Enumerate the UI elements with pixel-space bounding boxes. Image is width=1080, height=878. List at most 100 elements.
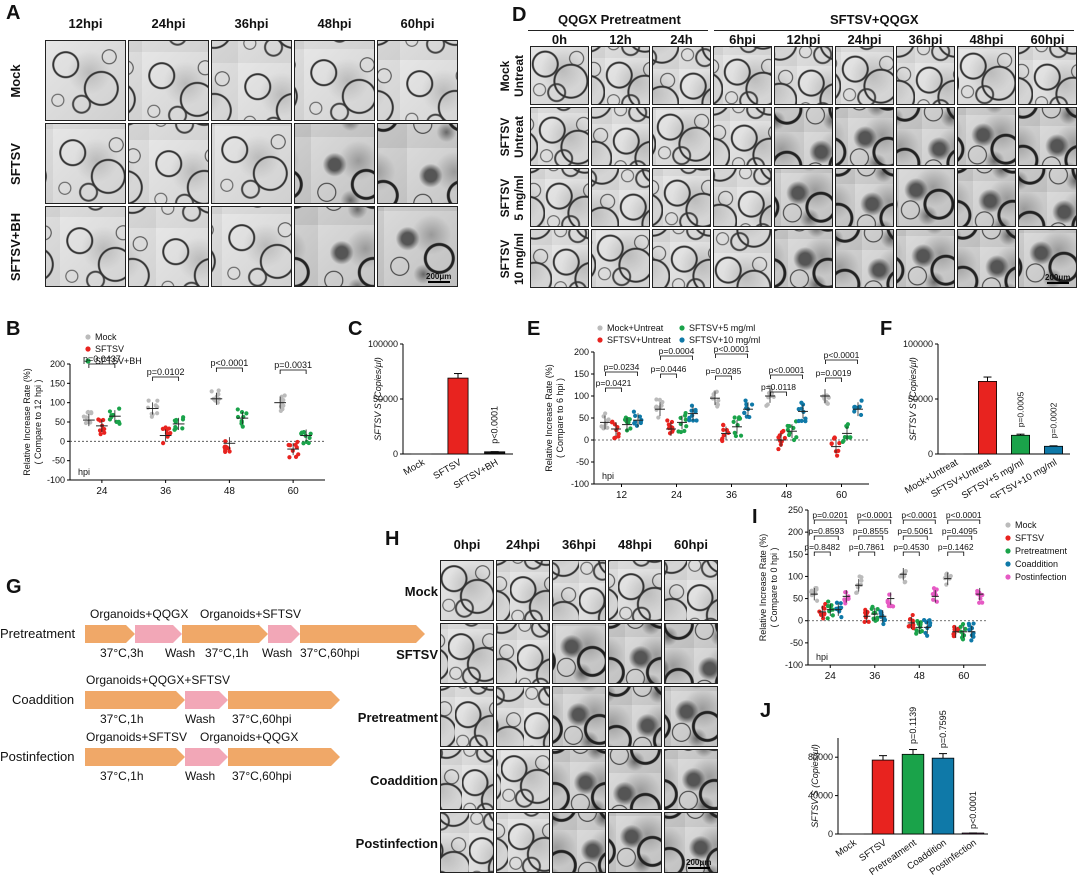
organoid-image-tile [440, 749, 494, 810]
data-point [665, 418, 670, 423]
data-point [687, 418, 692, 423]
scale-bar [428, 281, 450, 283]
data-point [616, 434, 621, 439]
y-tick-label: -50 [52, 456, 65, 466]
wash-arrow [268, 625, 300, 643]
incubation-arrow [85, 691, 185, 709]
organoid-image-tile [1018, 168, 1077, 227]
organoid-image-tile [45, 123, 126, 204]
significance-bracket [715, 353, 748, 358]
x-axis-label: hpi [602, 471, 614, 481]
data-point [716, 398, 721, 403]
column-label: 48hpi [969, 32, 1004, 47]
data-point [721, 427, 726, 432]
legend-label: Postinfection [1015, 572, 1067, 582]
p-value-label: p=0.0118 [761, 382, 796, 392]
y-axis-label: Relative Increase Rate (%) [22, 368, 32, 476]
significance-bracket [660, 373, 677, 378]
panel-d-group2-title: SFTSV+QQGX [830, 12, 919, 27]
panel-label-g: G [6, 576, 22, 598]
data-point [886, 603, 891, 609]
organoid-image-tile [530, 168, 589, 227]
data-point [749, 402, 755, 407]
organoid-image-tile [774, 107, 833, 166]
data-point [961, 632, 966, 638]
data-point [825, 604, 831, 609]
panel-d-group1-rule [528, 30, 708, 31]
organoid-image-tile [496, 560, 550, 621]
data-point [216, 388, 221, 393]
condition-label: 37°C,60hpi [232, 769, 292, 783]
y-tick-label: -100 [47, 475, 65, 485]
data-point [911, 622, 916, 628]
legend-label: Coaddition [1015, 559, 1058, 569]
data-point [869, 606, 874, 611]
y-axis-label: SFTSV S (Copies/μl) [908, 357, 918, 440]
significance-bracket [152, 376, 180, 381]
p-value-label: p=0.0234 [604, 362, 640, 372]
data-point [902, 580, 907, 585]
data-point [837, 440, 842, 446]
data-point [605, 417, 611, 423]
organoid-image-tile [774, 46, 833, 105]
data-point [830, 613, 835, 618]
data-point [145, 405, 151, 410]
panel-d-group1-title: QQGX Pretreatment [558, 12, 681, 27]
organoid-image-tile [713, 107, 772, 166]
p-value-label: p=0.5061 [897, 526, 933, 536]
y-axis-label: SFTSV S (Copies/μl) [373, 357, 383, 440]
data-point [690, 418, 696, 423]
organoid-image-tile [957, 229, 1016, 288]
data-point [803, 416, 808, 421]
legend-label: SFTSV+BH [95, 356, 142, 366]
organoid-image-tile [440, 686, 494, 747]
data-point [107, 409, 113, 414]
data-point [781, 428, 786, 434]
significance-bracket [770, 391, 787, 396]
incubation-arrow [182, 625, 268, 643]
column-label: 24hpi [151, 16, 186, 31]
y-tick-label: 200 [788, 527, 803, 537]
condition-label: 37°C,60hpi [300, 646, 360, 660]
data-point [847, 435, 853, 440]
condition-label: 37°C,1h [100, 769, 144, 783]
y-tick-label: 100000 [903, 339, 933, 349]
legend-marker [679, 337, 685, 343]
data-point [829, 441, 834, 446]
data-point [839, 615, 844, 620]
p-value-label: p=0.4095 [942, 526, 978, 536]
data-point [944, 571, 950, 576]
data-point [173, 426, 179, 431]
y-tick-label: 50000 [373, 394, 398, 404]
data-point [796, 407, 801, 412]
data-point [924, 620, 929, 625]
significance-bracket [858, 535, 884, 540]
legend-marker [1005, 535, 1011, 541]
data-point [610, 419, 615, 424]
y-tick-label: 50 [55, 417, 65, 427]
column-label: 60hpi [400, 16, 435, 31]
significance-bracket [813, 519, 847, 524]
row-label-line: Untreat [512, 115, 526, 159]
organoid-image-tile [664, 812, 718, 873]
significance-bracket [279, 369, 307, 374]
data-point [906, 624, 911, 629]
panel-label-b: B [6, 318, 21, 340]
data-point [977, 600, 982, 605]
data-point [660, 400, 665, 405]
organoid-image-tile [713, 229, 772, 288]
x-tick-label: 24 [671, 490, 683, 501]
organoid-image-tile [835, 168, 894, 227]
legend-label: SFTSV [95, 344, 124, 354]
p-value-label: p<0.0001 [824, 350, 860, 360]
step-label: Organoids+SFTSV [200, 607, 302, 621]
organoid-image-tile [591, 168, 650, 227]
p-value-label: p<0.0001 [946, 510, 982, 520]
organoid-image-tile [377, 206, 458, 287]
data-point [98, 432, 103, 437]
organoid-image-tile [128, 206, 209, 287]
y-tick-label: -50 [790, 638, 803, 648]
legend-label: Mock [1015, 520, 1037, 530]
p-value-label: p=0.1139 [908, 707, 918, 744]
